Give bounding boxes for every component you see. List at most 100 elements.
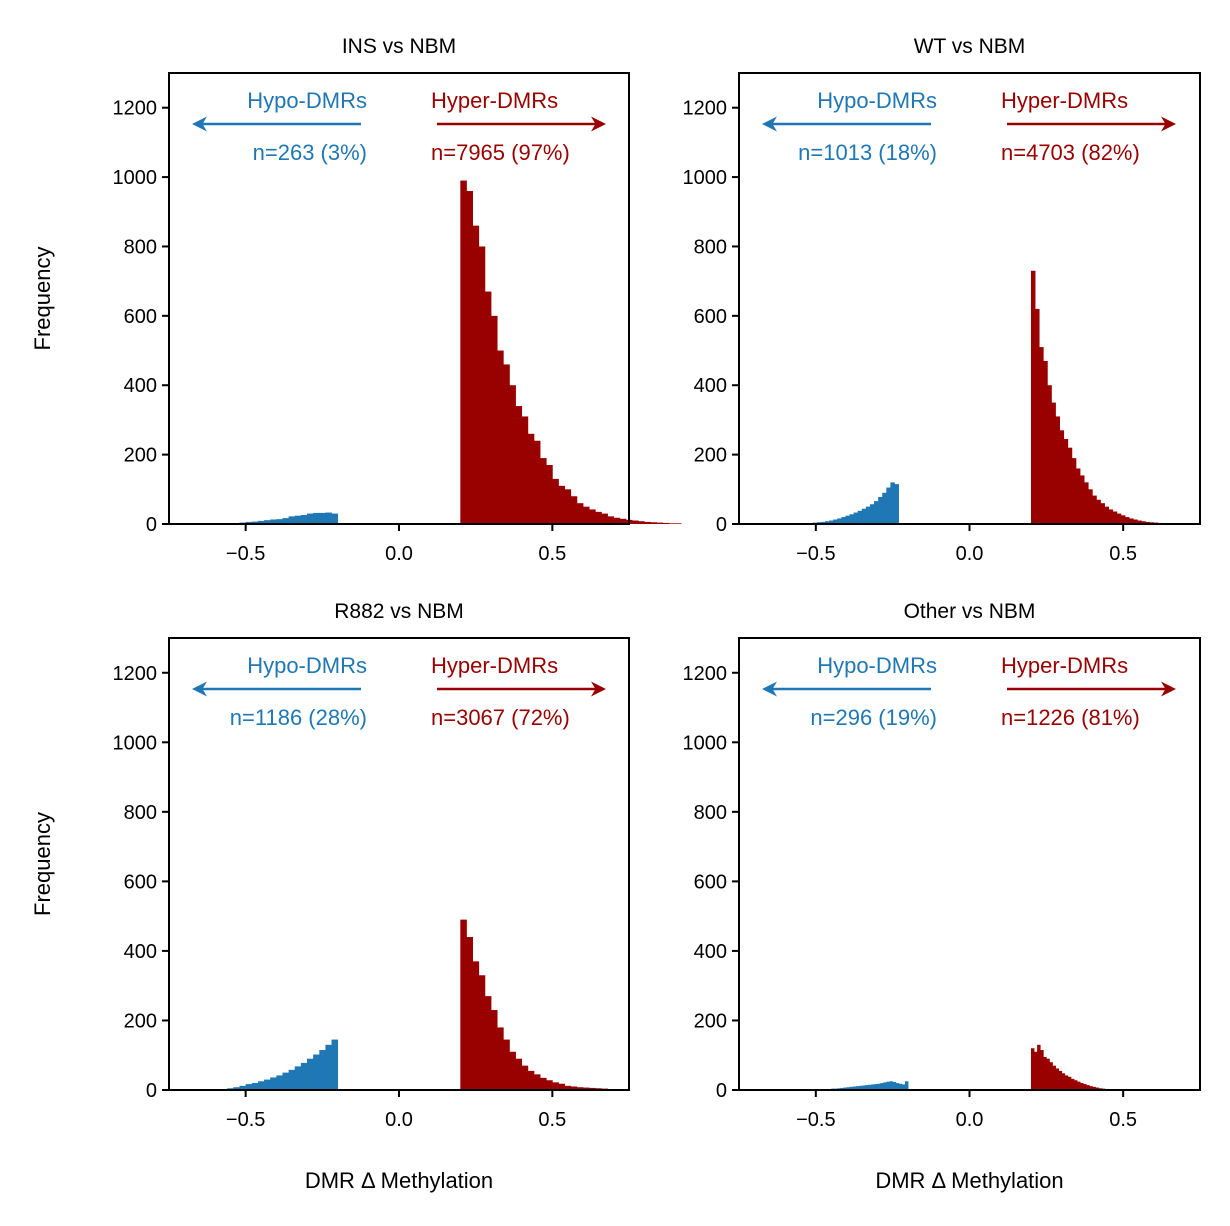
hypo-bar — [233, 1087, 240, 1090]
hypo-bar — [892, 1082, 897, 1090]
y-tick-label: 400 — [124, 375, 157, 397]
chart-panel-4: Other vs NBM 0 200 400 600 800 1000 1200 −0.5 0.0… — [683, 600, 1201, 1193]
hypo-bar — [294, 515, 302, 524]
hyper-bar — [576, 503, 584, 524]
hypo-count: n=1013 (18%) — [798, 140, 937, 165]
y-tick-label: 1000 — [683, 167, 728, 189]
hypo-bar — [882, 492, 887, 524]
y-tick-label: 200 — [694, 445, 727, 467]
y-tick-label: 1000 — [113, 732, 158, 754]
hyper-count: n=7965 (97%) — [431, 140, 570, 165]
hyper-bar — [558, 1083, 565, 1090]
hypo-bar — [282, 518, 289, 524]
hypo-bar — [325, 1044, 332, 1090]
hyper-bar — [472, 225, 480, 524]
hyper-bar — [503, 364, 510, 524]
hyper-bar — [1055, 416, 1060, 524]
y-tick-label: 400 — [694, 941, 727, 963]
hyper-bar — [484, 996, 492, 1090]
hypo-bar — [257, 520, 265, 524]
y-tick-label: 1200 — [683, 98, 728, 120]
hyper-bar — [552, 478, 559, 524]
hyper-bar — [497, 1027, 504, 1090]
x-tick-label: 0.0 — [385, 1109, 413, 1131]
hyper-bar — [491, 315, 498, 524]
hyper-bar — [601, 513, 608, 524]
chart-title: WT vs NBM — [914, 35, 1026, 58]
hyper-bar — [1063, 439, 1069, 524]
chart-title: Other vs NBM — [904, 600, 1036, 623]
hyper-bar — [1141, 521, 1146, 524]
x-tick-label: −0.5 — [796, 543, 835, 565]
hypo-bar — [865, 506, 871, 524]
hypo-bar — [829, 520, 834, 524]
x-tick-label: 0.0 — [956, 1109, 984, 1131]
hypo-bar — [846, 1087, 851, 1090]
hyper-count: n=4703 (82%) — [1001, 140, 1140, 165]
hyper-bar — [1096, 499, 1101, 524]
hyper-bar — [509, 385, 516, 524]
hypo-bar — [245, 1084, 253, 1090]
hyper-bar — [644, 521, 651, 524]
y-tick-label: 0 — [146, 514, 157, 536]
hypo-bar — [251, 521, 259, 524]
hypo-bar — [871, 1084, 875, 1090]
x-tick-label: 0.0 — [956, 543, 984, 565]
hypo-bar — [889, 1081, 894, 1090]
hyper-label: Hyper-DMRs — [1001, 653, 1128, 678]
hypo-bar — [288, 516, 296, 524]
y-tick-label: 400 — [694, 375, 727, 397]
hypo-bar — [898, 1083, 903, 1090]
hyper-bar — [632, 520, 639, 524]
hypo-bar — [833, 519, 838, 524]
hypo-bar — [878, 496, 883, 524]
hyper-bar — [1120, 515, 1126, 524]
hyper-bar — [1067, 447, 1073, 524]
hyper-bar — [521, 416, 529, 524]
y-tick-label: 1200 — [683, 663, 728, 685]
hypo-bar — [307, 1058, 314, 1090]
hyper-bar — [478, 246, 486, 524]
hyper-bar — [478, 975, 486, 1090]
hypo-bar — [901, 1084, 906, 1090]
hypo-bar — [245, 521, 253, 524]
hypo-bar — [886, 487, 891, 524]
hyper-bar — [466, 190, 473, 524]
hyper-bar — [1104, 506, 1110, 524]
hyper-bar — [1030, 1048, 1035, 1090]
x-tick-label: −0.5 — [226, 1109, 265, 1131]
hypo-bar — [251, 1083, 259, 1090]
hyper-bar — [1052, 1065, 1056, 1090]
hypo-bar — [853, 512, 859, 524]
y-tick-label: 600 — [694, 306, 727, 328]
hyper-bar — [533, 1074, 541, 1090]
hyper-bar — [1070, 1078, 1075, 1090]
hypo-bar — [868, 1084, 872, 1090]
hypo-bar — [319, 512, 326, 524]
hyper-bar — [1040, 1050, 1044, 1090]
hyper-bar — [589, 1087, 596, 1090]
hypo-bar — [840, 1087, 844, 1090]
hypo-bar — [843, 1087, 847, 1090]
hypo-count: n=263 (3%) — [253, 140, 367, 165]
hypo-bar — [313, 1054, 320, 1090]
hypo-label: Hypo-DMRs — [247, 653, 367, 678]
chart-title: INS vs NBM — [342, 35, 456, 58]
hyper-bar — [546, 1080, 553, 1090]
x-tick-label: 0.5 — [538, 1109, 566, 1131]
y-tick-label: 600 — [694, 871, 727, 893]
hyper-bar — [491, 1010, 498, 1090]
chart-panel-2: WT vs NBM 0 200 400 600 800 1000 1200 −0.5 0.0 0.5… — [683, 35, 1201, 565]
hyper-bar — [619, 518, 627, 524]
hyper-bar — [460, 180, 467, 525]
hyper-bar — [668, 523, 676, 524]
hyper-bar — [1030, 270, 1036, 524]
hypo-bar — [276, 1075, 283, 1090]
hyper-bar — [576, 1087, 584, 1090]
hyper-bar — [503, 1039, 510, 1090]
x-axis-label: DMR Δ Methylation — [305, 1168, 493, 1193]
hyper-bar — [540, 1077, 547, 1090]
hyper-bar — [527, 1070, 535, 1090]
hypo-bar — [883, 1082, 887, 1090]
